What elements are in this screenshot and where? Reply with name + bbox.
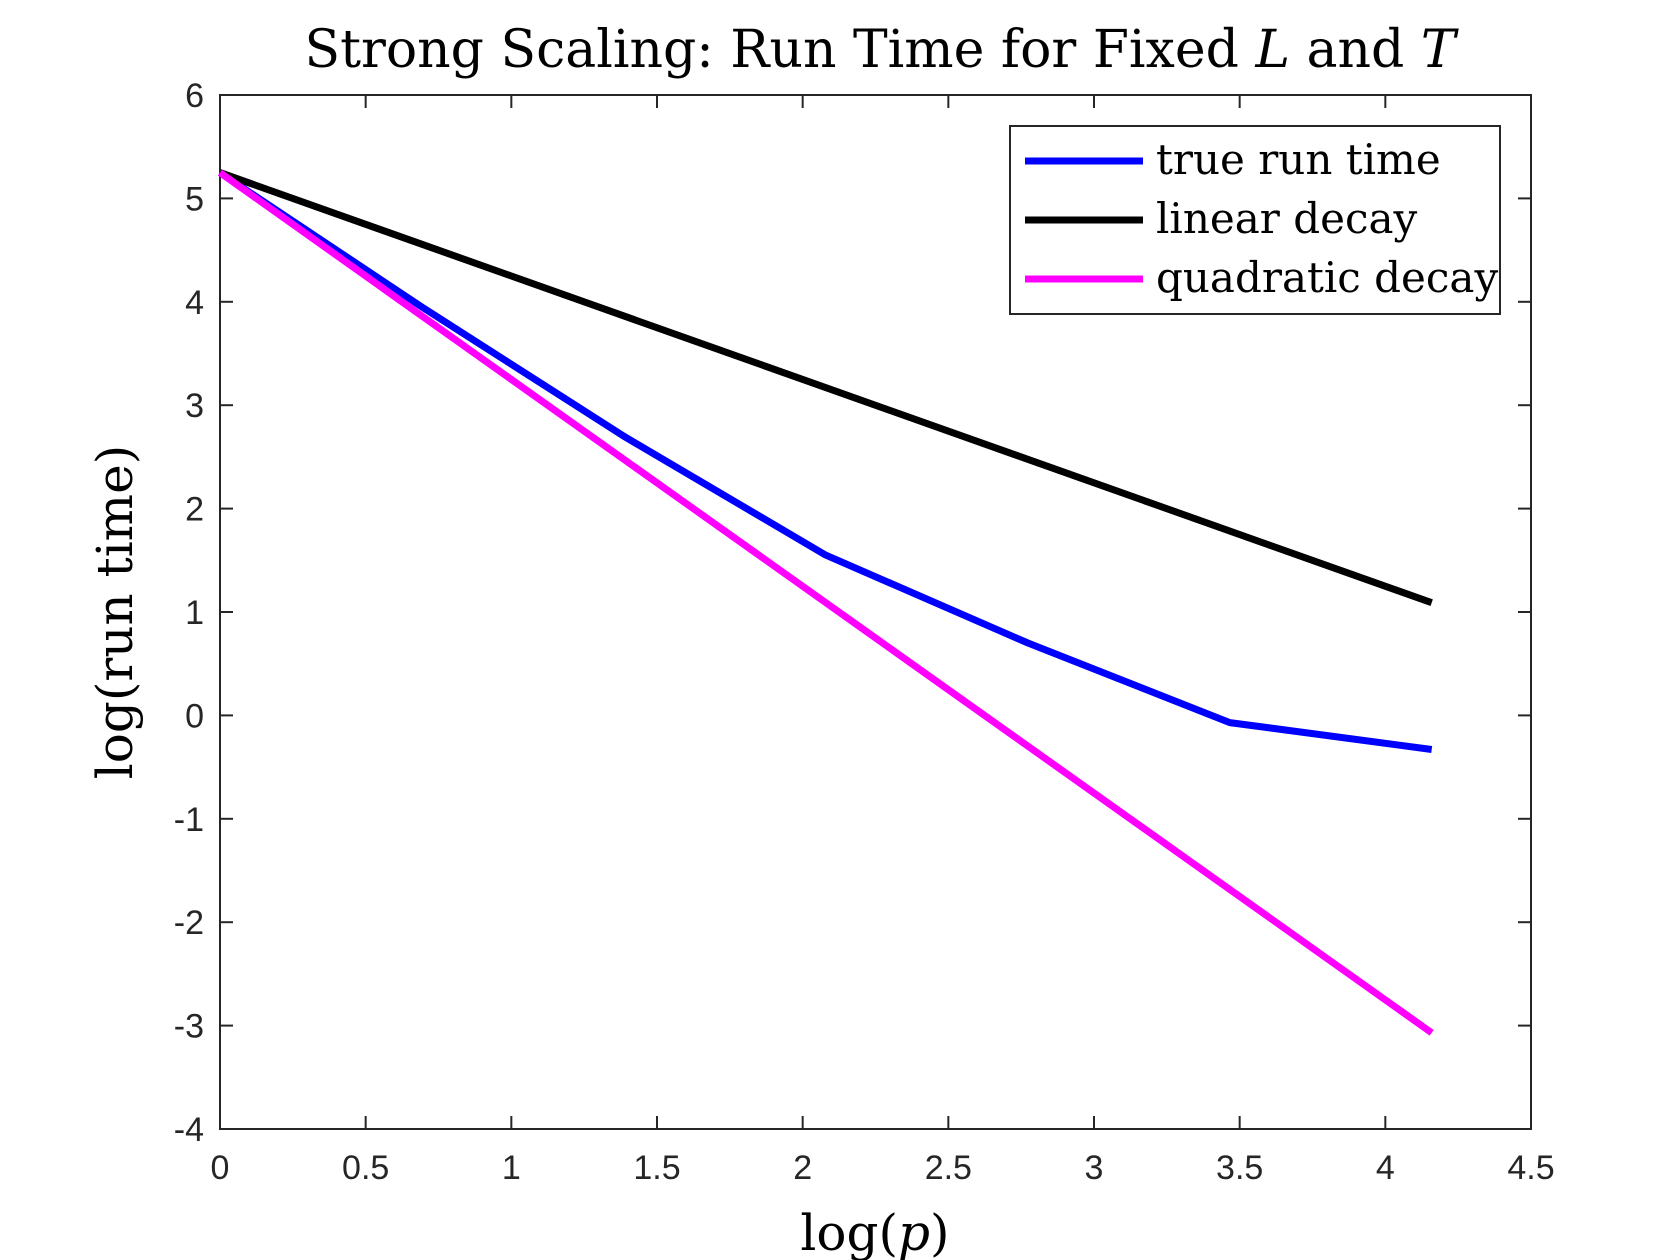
series-lines xyxy=(217,169,1434,1036)
y-tick-label: -4 xyxy=(174,1111,204,1149)
y-axis-label: log(run time) xyxy=(86,445,144,779)
legend-label-2: quadratic decay xyxy=(1156,253,1498,302)
y-tick-label: 3 xyxy=(185,387,204,425)
y-tick-label: -1 xyxy=(174,801,204,839)
x-tick-label: 2 xyxy=(793,1149,812,1187)
legend-entries: true run time linear decay quadratic decay xyxy=(1025,135,1498,302)
x-tick-label: 0.5 xyxy=(342,1149,389,1187)
x-tick-label: 1 xyxy=(502,1149,521,1187)
legend-label-1: linear decay xyxy=(1156,194,1418,243)
x-tick-label: 1.5 xyxy=(633,1149,680,1187)
legend-label-0: true run time xyxy=(1156,135,1441,184)
chart-title: Strong Scaling: Run Time for Fixed L and… xyxy=(304,20,1458,80)
series-line-0 xyxy=(218,169,1433,753)
y-tick-label: 6 xyxy=(185,77,204,115)
y-tick-label: 1 xyxy=(185,594,204,632)
x-tick-label: 2.5 xyxy=(925,1149,972,1187)
y-tick-label: -2 xyxy=(174,904,204,942)
x-tick-label: 3 xyxy=(1085,1149,1104,1187)
x-tick-label: 3.5 xyxy=(1216,1149,1263,1187)
legend: true run time linear decay quadratic decay xyxy=(1009,125,1501,315)
x-axis-label: log(p) xyxy=(800,1204,949,1260)
y-tick-label: 2 xyxy=(185,491,204,529)
y-tick-label: 5 xyxy=(185,180,204,218)
y-tick-label: 0 xyxy=(185,697,204,735)
legend-box xyxy=(1009,125,1501,315)
x-tick-label: 0 xyxy=(211,1149,230,1187)
series-line-1 xyxy=(218,169,1433,606)
y-axis-ticks: -4 -3 -2 -1 0 1 2 3 4 5 6 xyxy=(174,77,1531,1149)
y-tick-label: 4 xyxy=(185,284,204,322)
x-tick-label: 4 xyxy=(1376,1149,1395,1187)
x-tick-label: 4.5 xyxy=(1507,1149,1554,1187)
series-line-2 xyxy=(217,169,1434,1036)
x-axis-ticks: 0 0.5 1 1.5 2 2.5 3 3.5 4 4.5 xyxy=(211,95,1555,1187)
y-tick-label: -3 xyxy=(174,1008,204,1046)
